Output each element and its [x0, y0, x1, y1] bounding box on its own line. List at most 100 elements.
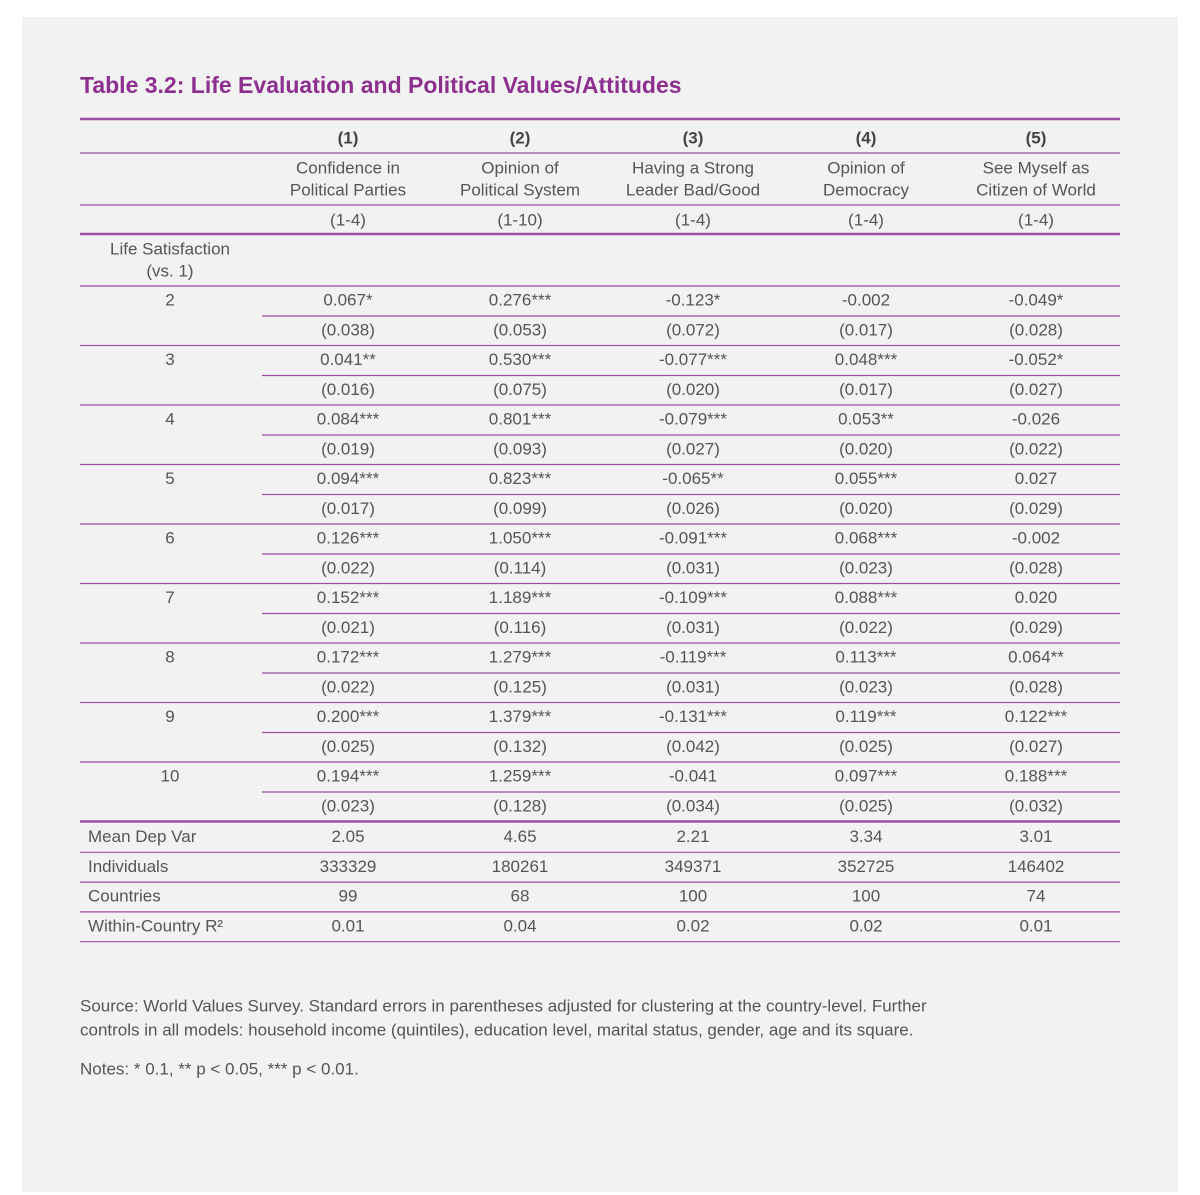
standard-error: (0.027)	[1009, 380, 1063, 399]
column-name: Leader Bad/Good	[626, 180, 760, 199]
coefficient: 0.068***	[835, 528, 898, 547]
stat-value: 4.65	[503, 827, 536, 846]
row-label: 4	[165, 409, 174, 428]
stat-label: Within-Country R²	[88, 916, 223, 935]
row-label: 3	[165, 350, 174, 369]
stat-value: 0.01	[1019, 916, 1052, 935]
coefficient: 0.053**	[838, 409, 894, 428]
row-label: 9	[165, 707, 174, 726]
coefficient: -0.123*	[666, 290, 721, 309]
coefficient: 0.027	[1015, 469, 1058, 488]
column-number: (2)	[510, 128, 531, 147]
column-name: See Myself as	[983, 158, 1090, 177]
column-name: Democracy	[823, 180, 909, 199]
standard-error: (0.027)	[666, 439, 720, 458]
standard-error: (0.028)	[1009, 320, 1063, 339]
stat-value: 68	[511, 887, 530, 906]
standard-error: (0.023)	[839, 677, 893, 696]
standard-error: (0.029)	[1009, 618, 1063, 637]
column-range: (1-10)	[497, 210, 542, 229]
coefficient: -0.026	[1012, 409, 1060, 428]
coefficient: 0.194***	[317, 766, 380, 785]
coefficient: 0.020	[1015, 588, 1058, 607]
column-name: Political System	[460, 180, 580, 199]
coefficient: 0.055***	[835, 469, 898, 488]
coefficient: 0.113***	[835, 647, 897, 666]
coefficient: 1.379***	[489, 707, 552, 726]
stat-value: 100	[852, 887, 880, 906]
source-note: controls in all models: household income…	[80, 1020, 913, 1039]
row-label: 2	[165, 290, 174, 309]
coefficient: -0.065**	[662, 469, 724, 488]
column-name: Citizen of World	[976, 180, 1096, 199]
coefficient: 0.088***	[835, 588, 898, 607]
column-number: (5)	[1026, 128, 1047, 147]
coefficient: 0.172***	[317, 647, 380, 666]
standard-error: (0.027)	[1009, 737, 1063, 756]
standard-error: (0.093)	[493, 439, 547, 458]
standard-error: (0.019)	[321, 439, 375, 458]
column-range: (1-4)	[330, 210, 366, 229]
row-label: 7	[165, 588, 174, 607]
coefficient: 1.050***	[489, 528, 552, 547]
coefficient: 0.097***	[835, 766, 898, 785]
coefficient: -0.002	[842, 290, 890, 309]
group-label: (vs. 1)	[146, 261, 193, 280]
column-range: (1-4)	[848, 210, 884, 229]
standard-error: (0.075)	[493, 380, 547, 399]
standard-error: (0.034)	[666, 796, 720, 815]
stat-value: 146402	[1008, 857, 1065, 876]
standard-error: (0.025)	[839, 796, 893, 815]
stat-value: 349371	[665, 857, 722, 876]
stat-value: 2.21	[676, 827, 709, 846]
standard-error: (0.132)	[493, 737, 547, 756]
standard-error: (0.016)	[321, 380, 375, 399]
standard-error: (0.022)	[839, 618, 893, 637]
standard-error: (0.017)	[839, 320, 893, 339]
column-number: (1)	[338, 128, 359, 147]
standard-error: (0.125)	[493, 677, 547, 696]
column-name: Opinion of	[827, 158, 905, 177]
column-name: Having a Strong	[632, 158, 754, 177]
coefficient: -0.077***	[659, 350, 727, 369]
coefficient: 0.064**	[1008, 647, 1064, 666]
coefficient: 1.189***	[489, 588, 552, 607]
coefficient: 0.119***	[835, 707, 897, 726]
standard-error: (0.020)	[839, 499, 893, 518]
stat-value: 352725	[838, 857, 895, 876]
coefficient: 0.276***	[489, 290, 552, 309]
standard-error: (0.099)	[493, 499, 547, 518]
standard-error: (0.116)	[494, 618, 547, 637]
row-label: 5	[165, 469, 174, 488]
stat-value: 180261	[492, 857, 549, 876]
standard-error: (0.038)	[321, 320, 375, 339]
stat-value: 0.02	[849, 916, 882, 935]
row-label: 6	[165, 528, 174, 547]
standard-error: (0.042)	[666, 737, 720, 756]
standard-error: (0.028)	[1009, 558, 1063, 577]
coefficient: -0.052*	[1009, 350, 1064, 369]
standard-error: (0.017)	[839, 380, 893, 399]
standard-error: (0.022)	[321, 677, 375, 696]
coefficient: 0.152***	[317, 588, 380, 607]
coefficient: 0.122***	[1005, 707, 1068, 726]
coefficient: 0.084***	[317, 409, 380, 428]
stat-value: 0.02	[676, 916, 709, 935]
stat-label: Countries	[88, 887, 161, 906]
standard-error: (0.128)	[493, 796, 547, 815]
coefficient: -0.109***	[659, 588, 727, 607]
column-name: Confidence in	[296, 158, 400, 177]
coefficient: -0.119***	[660, 647, 727, 666]
stat-value: 100	[679, 887, 707, 906]
standard-error: (0.114)	[494, 558, 547, 577]
group-label: Life Satisfaction	[110, 239, 230, 258]
standard-error: (0.031)	[666, 618, 720, 637]
stat-value: 3.01	[1019, 827, 1052, 846]
standard-error: (0.032)	[1009, 796, 1063, 815]
stat-value: 2.05	[331, 827, 364, 846]
standard-error: (0.072)	[666, 320, 720, 339]
coefficient: 0.048***	[835, 350, 898, 369]
coefficient: 0.126***	[317, 528, 380, 547]
coefficient: 0.041**	[320, 350, 376, 369]
